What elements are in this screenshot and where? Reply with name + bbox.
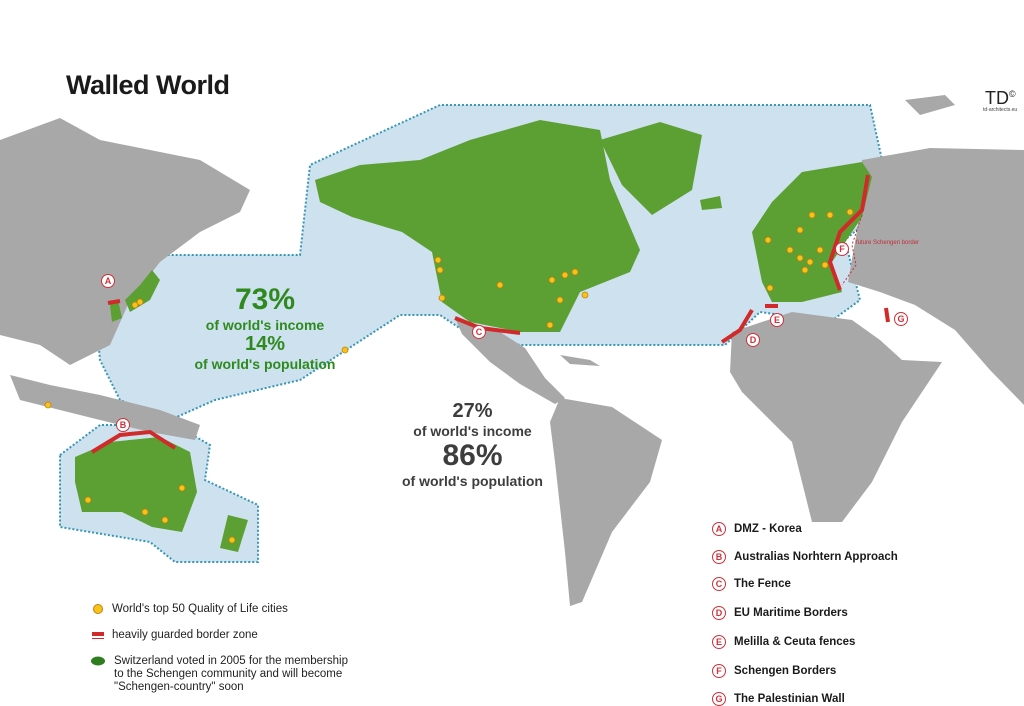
walls-legend-item: E Melilla & Ceuta fences (712, 635, 855, 649)
map-marker-d: D (746, 333, 760, 347)
wall-a-korea (107, 299, 121, 305)
wall-f-schengen (827, 174, 870, 291)
map-marker-a: A (101, 274, 115, 288)
map-marker-b: B (116, 418, 130, 432)
walls-legend-item: D EU Maritime Borders (712, 606, 848, 620)
map-marker-c: C (472, 325, 486, 339)
australia (75, 437, 197, 532)
central-america (455, 318, 565, 404)
rest-income-pct: 27% (452, 400, 493, 422)
north-america (315, 120, 640, 332)
rest-world-stats: 27% of world's income 86% of world's pop… (380, 400, 565, 489)
wall-g-palestine (884, 307, 890, 323)
yellow-circle-icon (93, 604, 103, 614)
rich-income-pct: 73% (234, 283, 296, 316)
legend-item-cities: World's top 50 Quality of Life cities (92, 603, 288, 615)
southeast-asia (10, 375, 200, 440)
map-marker-g: G (894, 312, 908, 326)
switzerland-shape-icon (91, 656, 105, 666)
caribbean (560, 355, 600, 366)
africa (730, 312, 942, 522)
rich-world-stats: 73% of world's income 14% of world's pop… (170, 283, 360, 372)
europe (752, 162, 872, 302)
walls-legend-item: G The Palestinian Wall (712, 692, 845, 706)
logo: TD© (985, 88, 1016, 108)
new-zealand (220, 515, 248, 552)
iceland (700, 196, 722, 210)
walls-legend-item: A DMZ - Korea (712, 522, 802, 536)
walls-legend-item: F Schengen Borders (712, 664, 836, 678)
asia-west (0, 118, 250, 365)
future-schengen-border (841, 214, 863, 286)
wall-b-australia (90, 429, 177, 454)
south-america (550, 398, 662, 606)
walled-land (75, 120, 872, 552)
rich-population-label: of world's population (194, 356, 336, 372)
rich-population-pct: 14% (244, 333, 286, 355)
other-land (0, 95, 1024, 606)
future-schengen-label: future Schengen border (856, 240, 920, 246)
walls-legend-item: B Australias Norhtern Approach (712, 550, 898, 564)
quality-cities (44, 208, 854, 544)
map-marker-f: F (835, 242, 849, 256)
legend-item-switzerland: Switzerland voted in 2005 for the member… (90, 655, 348, 694)
greenland (600, 122, 702, 215)
rest-population-label: of world's population (402, 473, 543, 489)
korea (110, 300, 122, 322)
rich-income-label: of world's income (205, 317, 325, 333)
red-bar-icon (92, 632, 104, 639)
asia-east (848, 148, 1024, 405)
wall-d-eu-maritime (720, 308, 754, 344)
walls-legend-item: C The Fence (712, 577, 791, 591)
japan (125, 270, 160, 312)
map-marker-e: E (770, 313, 784, 327)
svalbard (905, 95, 955, 115)
logo-subtitle: td-architects.eu (983, 107, 1018, 113)
map-title: Walled World (66, 70, 230, 100)
rest-income-label: of world's income (413, 423, 532, 439)
legend-item-border: heavily guarded border zone (92, 629, 258, 641)
rest-population-pct: 86% (442, 439, 503, 472)
